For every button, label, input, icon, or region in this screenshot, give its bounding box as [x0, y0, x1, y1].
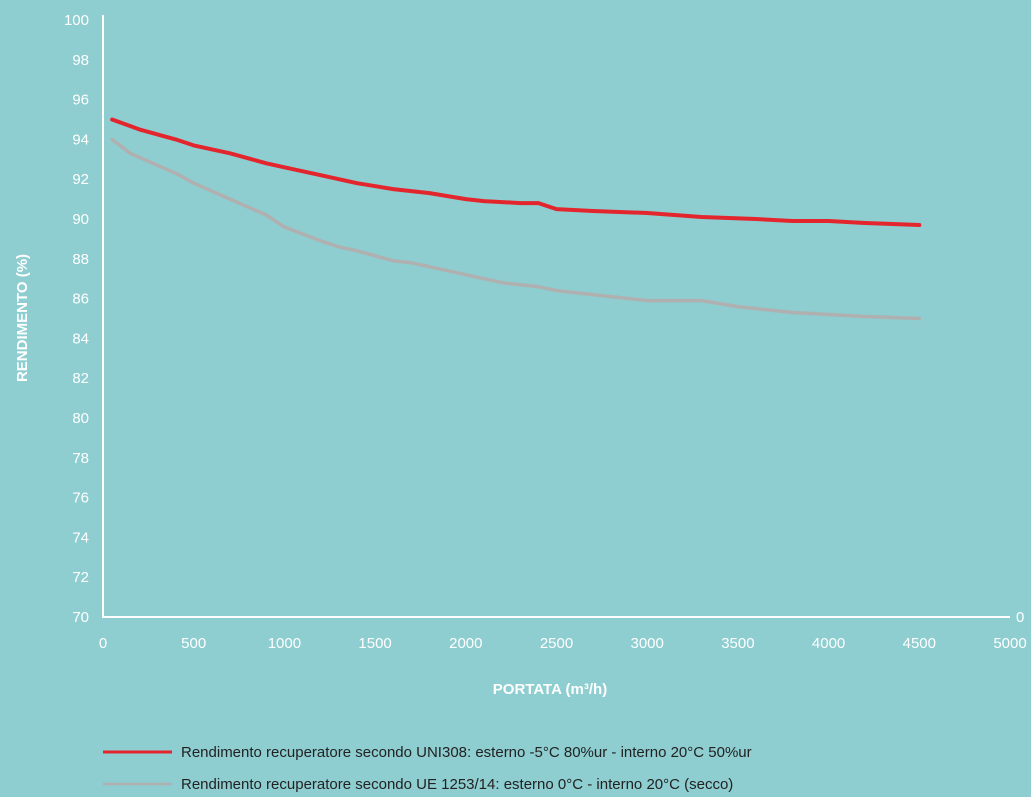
y-tick-label: 76	[72, 490, 89, 507]
x-tick-label: 0	[99, 635, 107, 652]
x-tick-label: 3000	[631, 635, 664, 652]
y-tick-label: 82	[72, 370, 89, 387]
legend: Rendimento recuperatore secondo UNI308: …	[103, 744, 752, 793]
y-tick-label: 80	[72, 410, 89, 427]
y-tick-label: 98	[72, 52, 89, 69]
x-axis-title: PORTATA (m³/h)	[493, 681, 607, 698]
x-tick-label: 3500	[721, 635, 754, 652]
y-tick-label: 100	[64, 12, 89, 29]
y-tick-label: 94	[72, 131, 89, 148]
y-tick-label: 74	[72, 529, 89, 546]
x-tick-label: 1500	[358, 635, 391, 652]
y-tick-label: 92	[72, 171, 89, 188]
x-tick-label: 5000	[993, 635, 1026, 652]
y-tick-label: 78	[72, 450, 89, 467]
legend-item: Rendimento recuperatore secondo UNI308: …	[103, 744, 752, 761]
y-tick-label: 96	[72, 92, 89, 109]
x-axis-end-label: 0	[1016, 609, 1024, 626]
x-tick-label: 1000	[268, 635, 301, 652]
legend-label: Rendimento recuperatore secondo UE 1253/…	[181, 776, 733, 793]
y-tick-label: 72	[72, 569, 89, 586]
y-tick-label: 90	[72, 211, 89, 228]
y-tick-label: 70	[72, 609, 89, 626]
x-tick-labels: 0 500 1000 1500 2000 2500 3000 3500 4000 4500 5000	[99, 635, 1027, 652]
x-tick-label: 2000	[449, 635, 482, 652]
x-tick-label: 500	[181, 635, 206, 652]
series-lines	[110, 117, 922, 321]
y-tick-label: 86	[72, 291, 89, 308]
series-line-1	[110, 117, 922, 227]
legend-label: Rendimento recuperatore secondo UNI308: …	[181, 744, 752, 761]
x-tick-label: 4000	[812, 635, 845, 652]
y-axis-title: RENDIMENTO (%)	[14, 254, 31, 382]
x-tick-label: 2500	[540, 635, 573, 652]
x-tick-label: 4500	[903, 635, 936, 652]
series-line-2	[110, 137, 922, 321]
legend-item: Rendimento recuperatore secondo UE 1253/…	[103, 776, 733, 793]
y-tick-label: 88	[72, 251, 89, 268]
y-tick-label: 84	[72, 330, 89, 347]
y-tick-labels: 70 72 74 76 78 80 82 84 86 88 90 92 94 96 98 100	[64, 12, 89, 626]
